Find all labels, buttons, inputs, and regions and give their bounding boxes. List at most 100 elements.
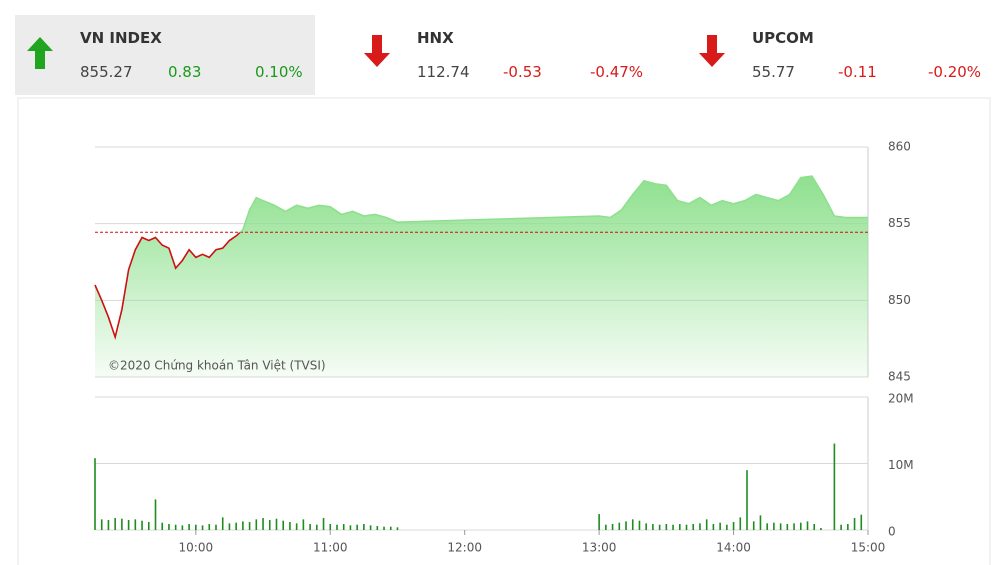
index-card[interactable]: HNX 112.74 -0.53 -0.47%: [350, 15, 650, 95]
volume-bar: [141, 520, 143, 530]
chart-frame: [17, 97, 991, 565]
volume-bar: [678, 524, 681, 530]
volume-bar: [215, 524, 217, 530]
volume-bar: [248, 522, 251, 530]
volume-bar: [618, 522, 621, 530]
volume-bar: [174, 524, 177, 530]
volume-bar: [645, 523, 647, 530]
volume-bar: [847, 524, 849, 530]
volume-bar: [275, 518, 278, 530]
index-change-pct: 0.10%: [255, 63, 303, 81]
volume-bar: [127, 520, 130, 530]
index-card[interactable]: UPCOM 55.77 -0.11 -0.20%: [685, 15, 995, 95]
volume-bar: [746, 470, 748, 530]
x-tick-label: 13:00: [582, 541, 617, 555]
volume-bar: [752, 521, 755, 530]
volume-bar: [699, 523, 701, 530]
volume-bar: [692, 524, 695, 530]
price-area: [95, 176, 868, 377]
volume-bar: [631, 519, 634, 530]
volume-bar: [309, 524, 311, 530]
volume-bar: [255, 519, 258, 530]
volume-bar: [860, 514, 863, 530]
volume-bar: [799, 522, 802, 530]
volume-bar: [107, 520, 110, 530]
y-tick-label: 0: [888, 525, 896, 539]
volume-bar: [336, 524, 338, 530]
volume-bar: [766, 523, 768, 530]
index-change: -0.53: [503, 63, 542, 81]
volume-bar: [786, 524, 789, 530]
volume-bar: [342, 524, 345, 530]
volume-bar: [195, 524, 197, 530]
x-tick-label: 14:00: [716, 541, 751, 555]
volume-bar: [705, 519, 708, 530]
volume-bar: [121, 518, 123, 530]
volume-bar: [154, 499, 157, 530]
volume-bar: [168, 524, 170, 530]
volume-bar: [853, 518, 856, 530]
index-value: 55.77: [752, 63, 795, 81]
volume-bar: [739, 517, 742, 530]
volume-bar: [376, 526, 379, 530]
volume-bar: [369, 525, 372, 530]
volume-bar: [813, 524, 816, 530]
volume-bar: [363, 524, 365, 530]
volume-bar: [94, 458, 96, 530]
index-name: UPCOM: [752, 29, 814, 47]
volume-bar: [235, 522, 237, 530]
volume-bar: [672, 524, 674, 530]
volume-bar: [147, 522, 150, 530]
volume-bar: [833, 443, 836, 530]
y-tick-label: 845: [888, 370, 911, 384]
volume-bar: [779, 523, 782, 530]
volume-bar: [840, 524, 842, 530]
volume-bar: [329, 524, 332, 530]
volume-bar: [712, 524, 715, 530]
volume-bar: [820, 528, 822, 530]
volume-bar: [322, 518, 325, 530]
volume-bar: [208, 524, 211, 530]
x-tick-label: 10:00: [179, 541, 214, 555]
volume-bar: [181, 525, 184, 530]
volume-bar: [658, 524, 661, 530]
volume-bar: [685, 524, 688, 530]
volume-bar: [719, 522, 721, 530]
up-arrow: [27, 37, 53, 69]
volume-bar: [316, 524, 318, 530]
volume-bar: [262, 518, 264, 530]
volume-bar: [383, 526, 385, 530]
index-card[interactable]: VN INDEX 855.27 0.83 0.10%: [15, 15, 315, 95]
volume-bar: [759, 515, 762, 530]
index-value: 112.74: [417, 63, 470, 81]
index-change-pct: -0.20%: [928, 63, 982, 81]
index-change-pct: -0.47%: [590, 63, 644, 81]
index-name: VN INDEX: [80, 29, 162, 47]
volume-bar: [349, 525, 352, 530]
watermark: ©2020 Chứng khoán Tân Việt (TVSI): [108, 359, 326, 373]
price-line: [94, 175, 868, 341]
volume-bar: [356, 524, 358, 530]
volume-bar: [295, 523, 298, 530]
volume-bar: [302, 519, 305, 530]
volume-bar: [221, 517, 224, 530]
y-tick-label: 850: [888, 293, 911, 307]
volume-bar: [605, 524, 607, 530]
index-value: 855.27: [80, 63, 133, 81]
volume-bar: [598, 514, 600, 530]
volume-bar: [665, 524, 668, 530]
volume-bar: [652, 524, 654, 530]
volume-bar: [793, 523, 795, 530]
volume-bar: [806, 521, 809, 530]
y-tick-label: 10M: [888, 458, 914, 472]
volume-bar: [201, 525, 204, 530]
volume-bar: [732, 522, 735, 530]
y-tick-label: 860: [888, 140, 911, 154]
volume-bar: [389, 526, 392, 530]
volume-bar: [188, 524, 190, 530]
volume-bar: [100, 519, 103, 530]
volume-bar: [625, 521, 627, 530]
volume-bar: [242, 521, 244, 530]
